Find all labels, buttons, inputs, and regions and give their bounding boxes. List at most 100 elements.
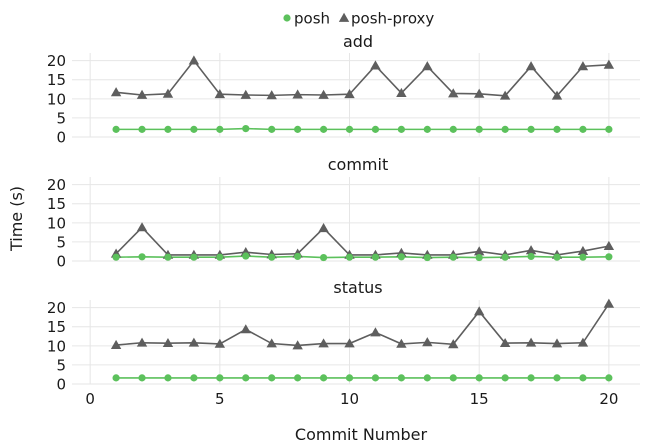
data-point-posh-proxy-status	[214, 338, 226, 348]
data-point-posh-add	[294, 125, 302, 133]
data-point-posh-proxy-status	[370, 327, 381, 337]
data-point-posh-proxy-commit	[473, 246, 485, 256]
data-point-posh-proxy-status	[136, 337, 148, 347]
panel-status-y-tick-label: 5	[56, 356, 66, 374]
panel-commit-y-tick-label: 20	[47, 176, 66, 194]
data-point-posh-proxy-add	[473, 88, 485, 98]
data-point-posh-add	[242, 125, 250, 133]
x-tick-label: 10	[340, 390, 359, 408]
data-point-posh-proxy-add	[188, 55, 200, 65]
series-line-posh-proxy-commit	[115, 226, 610, 256]
data-point-posh-add	[475, 125, 483, 133]
data-point-posh-status	[164, 374, 172, 382]
data-point-posh-commit	[397, 253, 405, 261]
data-point-posh-status	[268, 374, 276, 382]
data-point-posh-commit	[345, 253, 354, 261]
panel-add-y-tick-label: 5	[56, 109, 66, 127]
data-point-posh-status	[423, 374, 431, 382]
data-point-posh-add	[449, 125, 457, 133]
panel-add-y-tick-label: 20	[47, 52, 66, 70]
legend-marker-posh	[283, 14, 291, 22]
panel-title-status: status	[333, 278, 382, 297]
x-tick-label: 0	[85, 390, 95, 408]
x-axis-title: Commit Number	[295, 425, 428, 443]
data-point-posh-proxy-status	[344, 338, 355, 348]
data-point-posh-proxy-add	[266, 90, 277, 100]
legend-label-posh-proxy: posh-proxy	[351, 10, 434, 28]
data-point-posh-status	[242, 374, 250, 382]
series-line-posh-proxy-add	[116, 59, 609, 97]
data-point-posh-proxy-add	[370, 60, 381, 70]
panel-status-y-tick-label: 15	[47, 318, 66, 336]
data-point-posh-proxy-add	[525, 61, 537, 71]
data-point-posh-proxy-add	[499, 90, 511, 100]
data-point-posh-proxy-commit	[603, 240, 615, 251]
data-point-posh-add	[190, 125, 198, 133]
data-point-posh-proxy-commit	[318, 222, 329, 233]
data-point-posh-proxy-status	[188, 337, 200, 347]
series-line-posh-proxy-status	[116, 303, 610, 347]
data-point-posh-status	[319, 374, 328, 382]
y-axis-title: Time (s)	[7, 186, 26, 252]
data-point-posh-commit	[112, 253, 120, 261]
data-point-posh-proxy-add	[240, 89, 251, 99]
data-point-posh-commit	[423, 253, 431, 262]
panel-title-add: add	[343, 32, 373, 51]
data-point-posh-commit	[319, 253, 328, 262]
data-point-posh-commit	[553, 253, 561, 261]
data-point-posh-proxy-add	[136, 89, 148, 99]
data-point-posh-proxy-add	[422, 61, 433, 71]
panel-commit-y-tick-label: 5	[56, 233, 66, 251]
data-point-posh-proxy-status	[448, 339, 459, 349]
data-point-posh-add	[164, 125, 172, 133]
data-point-posh-proxy-add	[551, 90, 563, 100]
panel-commit-y-tick-label: 10	[47, 214, 66, 232]
data-point-posh-status	[190, 374, 198, 382]
data-point-posh-add	[371, 125, 380, 133]
panel-commit-y-tick-label: 0	[56, 253, 66, 271]
x-tick-label: 5	[215, 390, 225, 408]
data-point-posh-status	[579, 374, 587, 382]
data-point-posh-commit	[605, 253, 613, 261]
data-point-posh-commit	[527, 252, 535, 261]
data-point-posh-proxy-status	[422, 337, 433, 347]
data-point-posh-add	[423, 125, 431, 133]
data-point-posh-status	[294, 374, 302, 382]
data-point-posh-status	[112, 374, 120, 382]
data-point-posh-proxy-add	[318, 89, 329, 99]
data-point-posh-add	[268, 125, 276, 133]
data-point-posh-commit	[268, 253, 276, 261]
data-point-posh-status	[449, 374, 457, 382]
data-point-posh-commit	[138, 253, 146, 261]
data-point-posh-add	[553, 125, 561, 133]
data-point-posh-commit	[579, 253, 587, 261]
data-point-posh-proxy-add	[292, 89, 303, 99]
data-point-posh-proxy-status	[603, 298, 615, 308]
panel-add-y-tick-label: 15	[47, 71, 66, 89]
panel-status-y-tick-label: 0	[56, 376, 66, 394]
data-point-posh-proxy-add	[577, 61, 589, 71]
data-point-posh-status	[501, 374, 509, 382]
data-point-posh-proxy-add	[344, 89, 355, 99]
data-point-posh-proxy-add	[110, 87, 122, 97]
data-point-posh-proxy-add	[603, 59, 615, 69]
data-point-posh-status	[345, 374, 354, 382]
data-point-posh-proxy-status	[162, 337, 174, 348]
data-point-posh-commit	[190, 253, 198, 261]
data-point-posh-proxy-commit	[525, 245, 537, 255]
data-point-posh-commit	[501, 253, 509, 261]
data-point-posh-add	[138, 125, 146, 133]
data-point-posh-proxy-status	[577, 337, 589, 347]
data-point-posh-commit	[475, 253, 483, 262]
data-point-posh-proxy-status	[551, 338, 563, 348]
x-tick-label: 20	[599, 390, 618, 408]
data-point-posh-commit	[449, 253, 457, 261]
data-point-posh-proxy-status	[240, 324, 251, 334]
data-point-posh-proxy-status	[110, 339, 122, 349]
data-point-posh-proxy-commit	[577, 245, 589, 255]
data-point-posh-status	[475, 374, 483, 382]
data-point-posh-add	[397, 125, 405, 133]
data-point-posh-commit	[216, 253, 224, 261]
data-point-posh-proxy-status	[318, 338, 329, 348]
